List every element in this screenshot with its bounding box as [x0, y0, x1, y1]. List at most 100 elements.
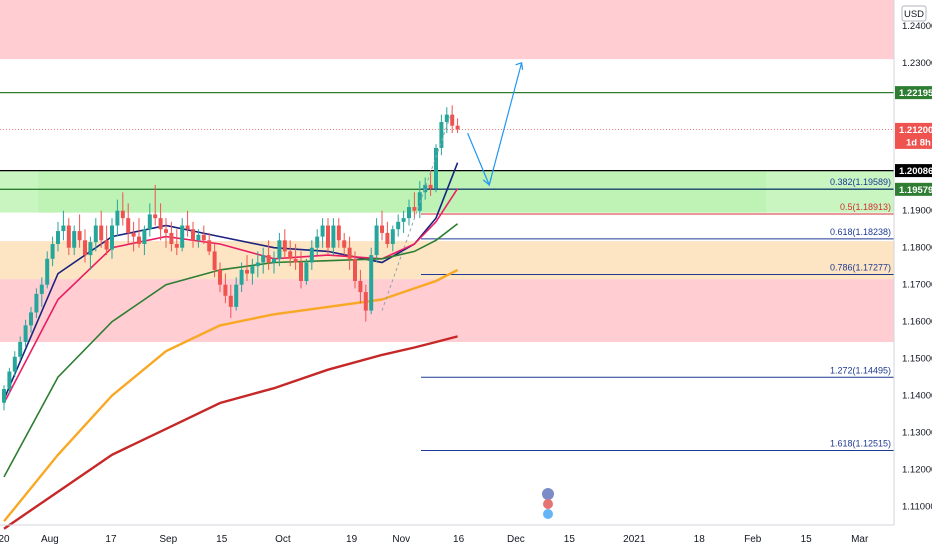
candle-8 — [45, 251, 50, 289]
candle-84 — [455, 118, 460, 134]
currency-box[interactable] — [901, 5, 927, 22]
candle-body — [304, 262, 309, 281]
candle-36 — [196, 229, 201, 248]
candle-68 — [369, 247, 374, 315]
price-axis[interactable]: 1.230001.210001.190001.180001.170001.160… — [902, 21, 932, 513]
x-tick-10: 15 — [564, 534, 576, 545]
candle-body — [7, 371, 12, 389]
candle-body — [77, 231, 82, 241]
candle-body — [250, 266, 255, 274]
y-tick-6: 1.15000 — [902, 354, 932, 365]
candle-53 — [288, 240, 293, 267]
candle-33 — [180, 218, 185, 252]
candle-body — [293, 258, 298, 263]
candle-77 — [417, 181, 422, 219]
candle-35 — [191, 221, 195, 248]
x-tick-0: 20 — [0, 534, 10, 545]
candle-body — [336, 225, 341, 241]
candle-51 — [277, 232, 282, 267]
candle-body — [299, 262, 303, 281]
y-tick-10: 1.11000 — [902, 502, 932, 513]
candle-body — [218, 269, 222, 285]
candle-body — [385, 232, 390, 245]
candle-body — [272, 258, 276, 263]
candle-body — [39, 284, 44, 294]
candle-61 — [331, 218, 336, 256]
candle-body — [347, 247, 352, 259]
candle-39 — [212, 244, 217, 278]
candle-65 — [353, 251, 357, 289]
candle-body — [191, 229, 195, 241]
candle-42 — [228, 284, 233, 318]
candle-body — [266, 255, 271, 263]
price-badge-sub-1: 1d 8h — [906, 137, 931, 148]
candle-body — [369, 255, 374, 311]
candles — [2, 105, 460, 411]
candle-62 — [336, 218, 341, 248]
candle-17 — [93, 218, 98, 252]
candle-body — [239, 269, 244, 285]
candle-body — [423, 184, 428, 193]
candle-body — [158, 218, 163, 230]
candle-34 — [185, 210, 190, 237]
candle-44 — [239, 262, 244, 293]
y-tick-3: 1.18000 — [902, 243, 932, 254]
candle-body — [380, 225, 384, 233]
candle-52 — [282, 229, 287, 259]
candle-40 — [218, 262, 222, 293]
projection-line — [467, 62, 523, 187]
x-tick-3: Sep — [159, 534, 177, 545]
candle-body — [164, 229, 168, 233]
candle-67 — [363, 284, 368, 322]
candle-body — [439, 122, 444, 148]
candle-body — [412, 207, 417, 211]
candle-46 — [250, 258, 255, 285]
fib-label-4: 1.272(1.14495) — [830, 365, 891, 375]
candle-3 — [18, 336, 23, 361]
candle-body — [174, 244, 179, 248]
y-tick-8: 1.13000 — [902, 428, 932, 439]
candle-body — [288, 251, 293, 259]
events-icon[interactable] — [542, 488, 554, 519]
candle-body — [196, 234, 201, 241]
fib-label-5: 1.618(1.12515) — [830, 439, 891, 449]
candle-body — [137, 236, 141, 245]
candle-21 — [115, 199, 120, 237]
candle-26 — [142, 225, 147, 256]
support-box — [38, 170, 766, 213]
candle-75 — [407, 199, 411, 226]
candle-24 — [131, 221, 136, 252]
y-tick-0: 1.23000 — [902, 58, 932, 69]
candle-body — [45, 258, 50, 285]
candle-83 — [450, 105, 455, 134]
fibonacci-levels: 0.382(1.19589) 0.5(1.18913) 0.618(1.18238)… — [421, 177, 894, 452]
price-badge-2 — [895, 164, 932, 178]
price-badge-value-1: 1.21200 — [899, 125, 932, 136]
candle-19 — [104, 225, 109, 256]
candle-73 — [396, 214, 401, 237]
candle-45 — [245, 255, 249, 281]
candle-body — [401, 218, 406, 222]
price-badge-value-0: 1.22195 — [899, 88, 932, 99]
fib-label-2: 0.618(1.18238) — [830, 227, 891, 237]
x-tick-15: Mar — [851, 534, 869, 545]
candle-body — [315, 236, 320, 248]
candle-69 — [374, 218, 379, 263]
candle-20 — [110, 218, 114, 259]
y-tick-5: 1.16000 — [902, 317, 932, 328]
candle-body — [331, 225, 336, 248]
candle-31 — [169, 221, 174, 252]
candle-38 — [207, 232, 212, 256]
candle-body — [326, 225, 330, 248]
candle-body — [207, 240, 212, 252]
candle-body — [234, 284, 239, 307]
candle-body — [407, 207, 411, 219]
time-axis[interactable]: 20 Aug 17 Sep 15 Oct 19 Nov 16 Dec 15 2021 18 Feb 15 Ma… — [0, 534, 869, 545]
candle-body — [353, 258, 357, 281]
y-tick-9: 1.12000 — [902, 465, 932, 476]
ma-line-3 — [3, 268, 459, 523]
candle-59 — [320, 218, 325, 248]
candle-49 — [266, 240, 271, 270]
